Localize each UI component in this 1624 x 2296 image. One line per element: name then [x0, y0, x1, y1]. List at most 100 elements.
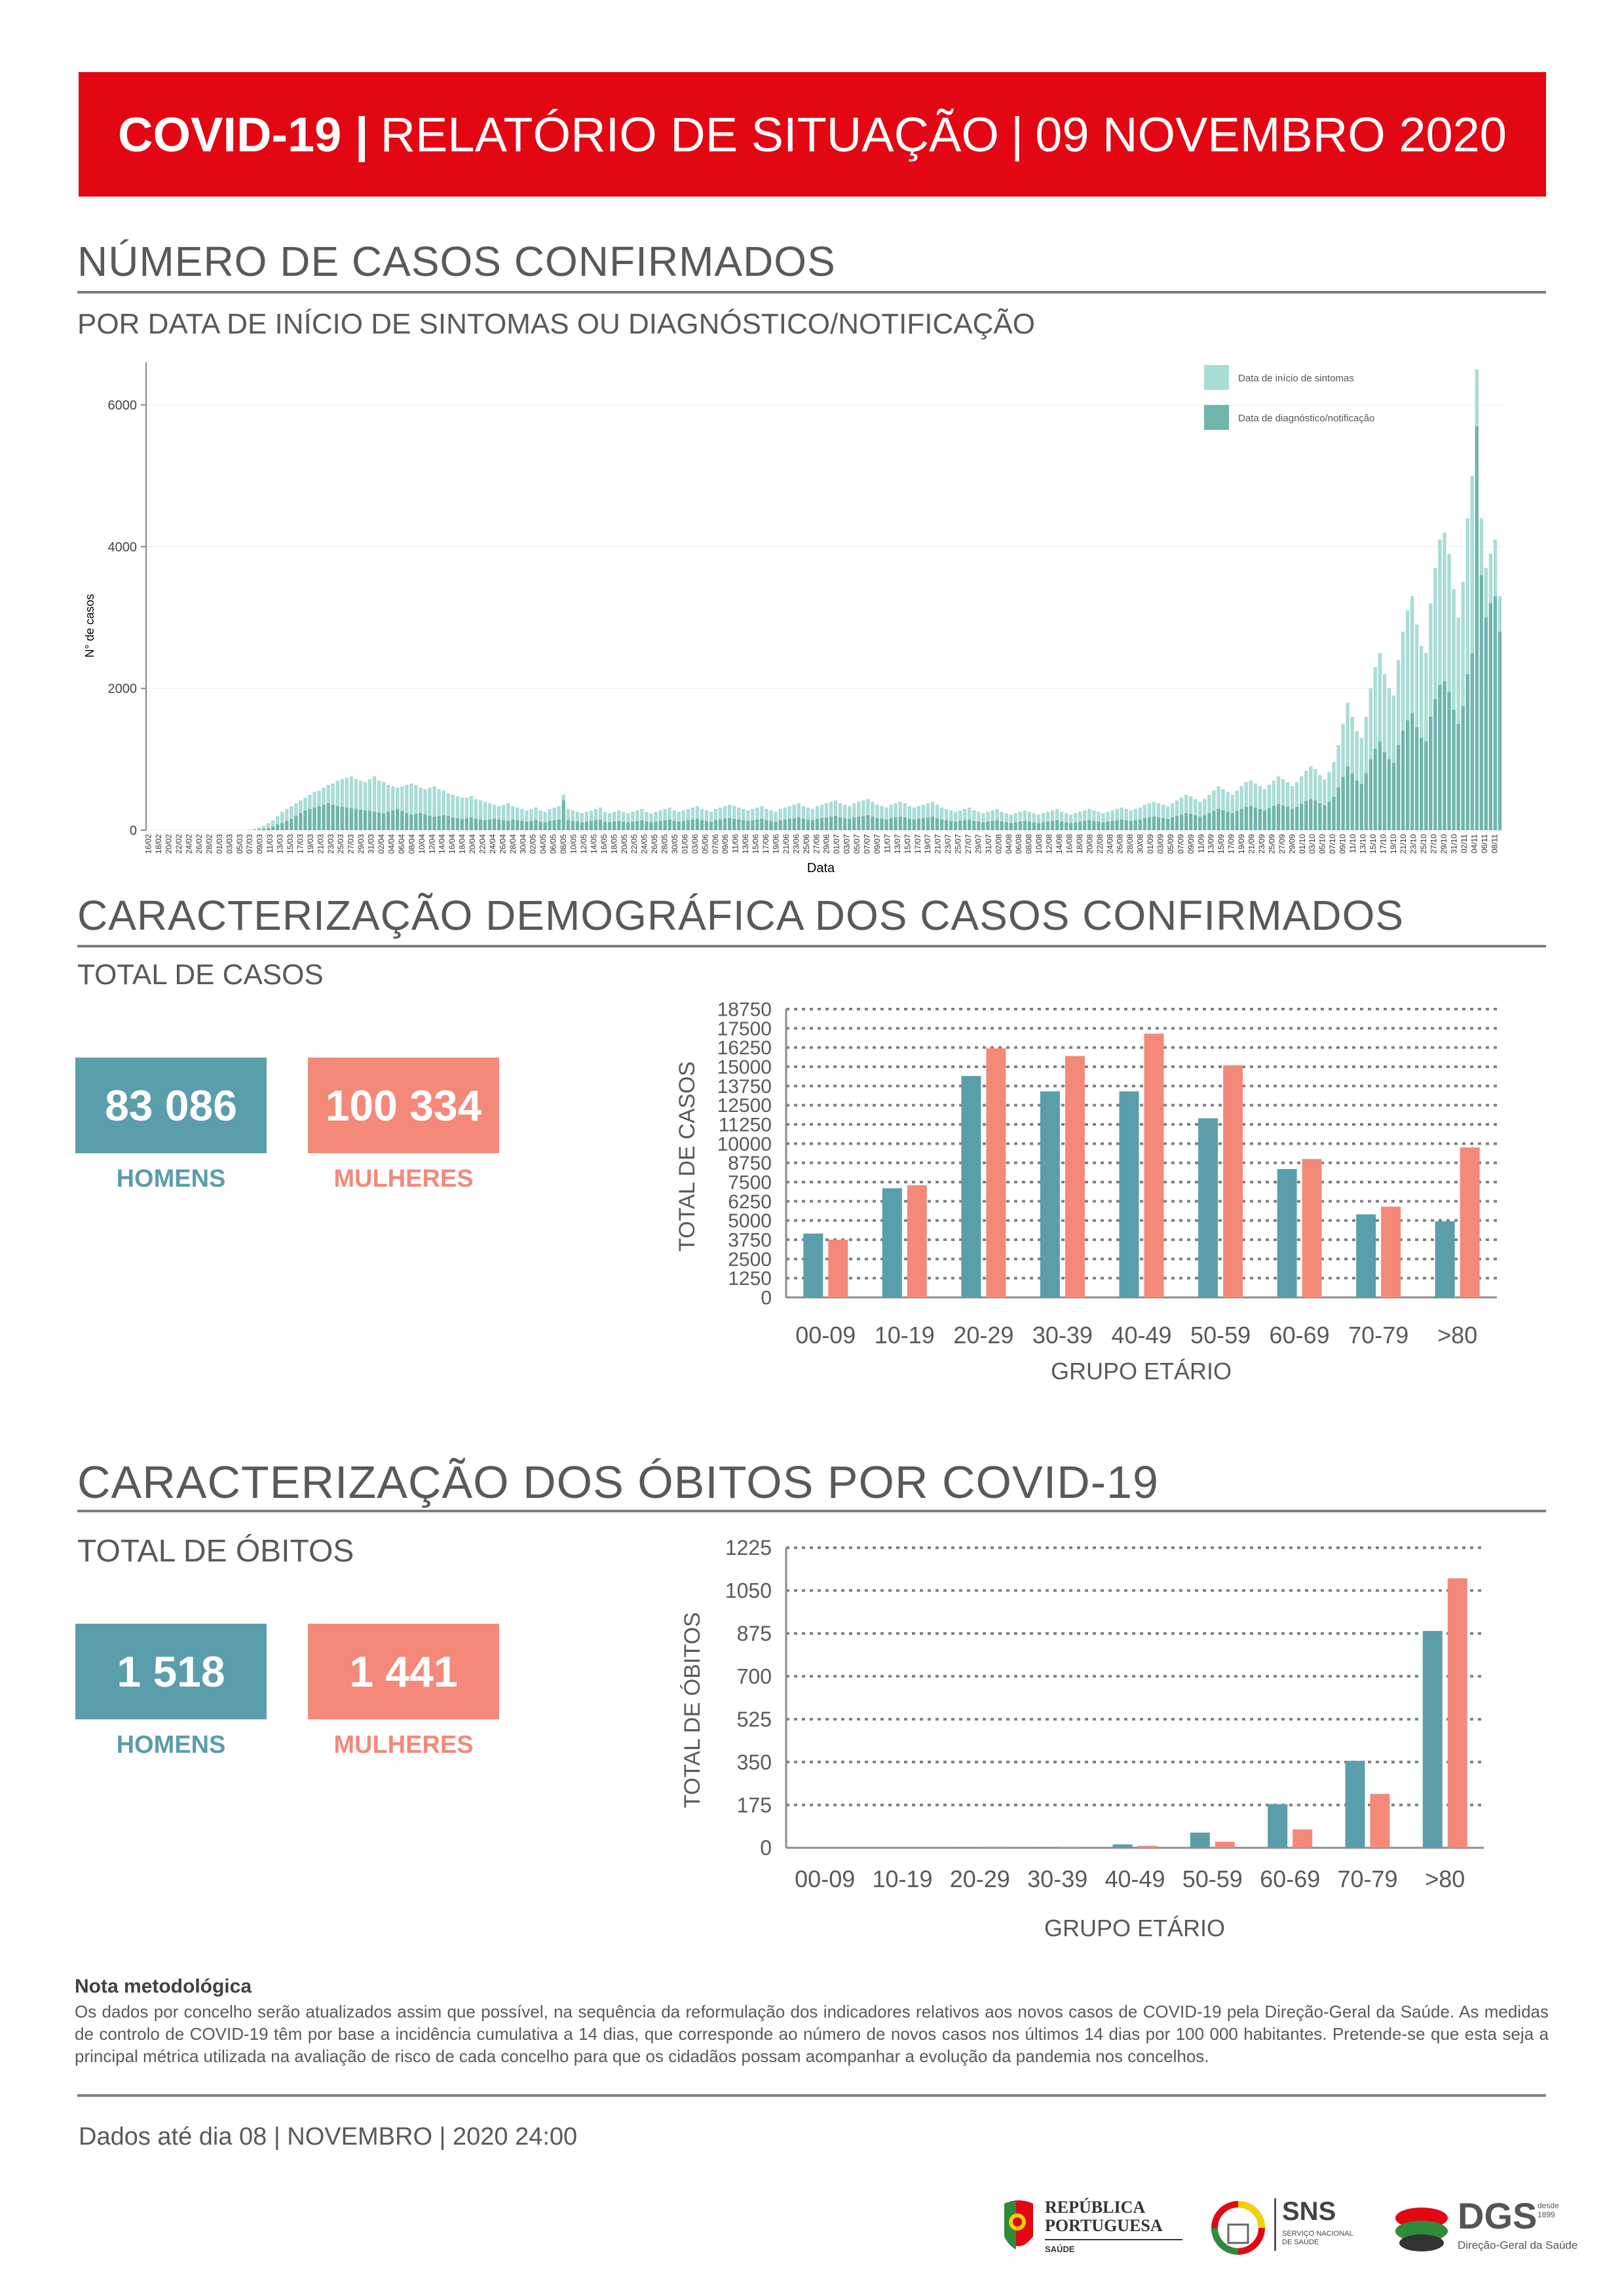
symptoms-bar [1217, 786, 1220, 830]
x-tick-label: 09/06 [721, 834, 730, 854]
notification-bar [478, 819, 483, 830]
notification-bar [963, 820, 967, 830]
notification-bar [968, 819, 972, 830]
symptoms-bar [921, 805, 926, 830]
x-tick-label: 26/02 [195, 834, 204, 854]
symptoms-bar [252, 828, 257, 830]
notification-bar [1226, 811, 1230, 830]
notification-bar [1488, 603, 1493, 830]
notification-bar [405, 813, 409, 830]
symptoms-bar [506, 803, 510, 830]
notification-bar [718, 819, 723, 830]
notification-bar [1097, 822, 1101, 830]
notification-bar [1382, 752, 1387, 830]
symptoms-bar [580, 813, 584, 830]
notification-bar [377, 812, 381, 830]
notification-bar [742, 820, 746, 830]
notification-bar [557, 819, 561, 830]
symptoms-bar [1309, 766, 1313, 830]
notification-bar [261, 828, 266, 830]
symptoms-bar [1327, 772, 1331, 830]
notification-bar [921, 818, 926, 830]
deaths-age-x-axis: 00-09 10-19 20-29 30-39 40-49 50-59 60-69 70-79… [795, 1866, 1465, 1892]
notification-bar [1452, 710, 1456, 830]
dgs-emblem-icon [1395, 2208, 1448, 2251]
symptoms-bar [1110, 810, 1114, 830]
x-tick-label: 28/05 [660, 834, 670, 854]
symptoms-bar [1244, 782, 1248, 830]
deaths-age-bars [957, 1578, 1467, 1848]
symptoms-bar [718, 807, 723, 830]
symptoms-bar [340, 779, 344, 830]
x-tick-label: 17/10 [1378, 834, 1388, 854]
symptoms-bar [1055, 809, 1059, 830]
x-tick-label: 11/10 [1348, 834, 1357, 853]
x-tick-label: 20-29 [953, 1322, 1013, 1349]
women-bar [1137, 1846, 1158, 1848]
x-tick-label: 50-59 [1182, 1866, 1243, 1892]
notification-bar [1142, 818, 1147, 830]
symptoms-bar [455, 796, 459, 830]
notification-bar [280, 823, 284, 830]
symptoms-bar [681, 810, 685, 830]
x-tick-label: 08/08 [1025, 834, 1034, 854]
sns-circle-icon [1211, 2201, 1265, 2255]
notification-bar [654, 822, 658, 830]
section-divider [77, 291, 1546, 294]
notification-bar [801, 818, 805, 830]
symptoms-bar [1258, 786, 1262, 830]
notification-bar [848, 818, 852, 830]
x-tick-label: 12/05 [579, 834, 588, 854]
symptoms-bar [1207, 794, 1211, 830]
symptoms-bar [386, 784, 390, 830]
deaths-women-label: MULHERES [333, 1731, 474, 1759]
symptoms-bar [787, 806, 791, 830]
notification-bar [843, 818, 847, 830]
symptoms-bar [1138, 807, 1142, 830]
symptoms-bar [1041, 813, 1046, 830]
x-tick-label: 07/10 [1328, 834, 1337, 854]
daily-cases-legend: Data de início de sintomas Data de diagn… [1204, 365, 1374, 430]
notification-bar [658, 820, 662, 830]
x-tick-label: 23/09 [1257, 834, 1266, 854]
symptoms-bar [363, 782, 368, 830]
symptoms-bar [1189, 796, 1193, 830]
cases-age-xlabel: GRUPO ETÁRIO [1051, 1358, 1232, 1385]
notification-bar [695, 818, 700, 830]
x-tick-label: 04/08 [1004, 834, 1013, 854]
symptoms-bar [529, 809, 533, 830]
x-tick-label: 29/03 [356, 834, 366, 854]
notification-bar [266, 828, 271, 830]
men-bar [1198, 1118, 1218, 1297]
notification-bar [1253, 807, 1257, 830]
notification-bar [1484, 617, 1488, 830]
logo-republica-line2: PORTUGUESA [1045, 2216, 1163, 2235]
notification-bar [751, 820, 755, 830]
symptoms-bar [557, 806, 561, 830]
x-tick-label: 27/09 [1277, 834, 1287, 854]
symptoms-bar [469, 796, 474, 830]
notification-bar [1410, 713, 1414, 830]
symptoms-bar [1087, 809, 1091, 830]
cases-age-bars [803, 1033, 1480, 1297]
symptoms-bar [765, 809, 768, 830]
deaths-age-grid [786, 1546, 1484, 1807]
symptoms-bar [824, 803, 829, 830]
symptoms-bar [1175, 800, 1179, 830]
symptoms-bar [396, 788, 400, 830]
cases-men-label: HOMENS [116, 1165, 226, 1193]
x-tick-label: 03/07 [842, 834, 852, 854]
notification-bar [1272, 806, 1276, 830]
notification-bar [1359, 784, 1363, 830]
symptoms-bar [1106, 811, 1110, 830]
notification-bar [1479, 575, 1483, 830]
legend-label-symptoms: Data de início de sintomas [1238, 373, 1354, 384]
daily-cases-ylabel: N° de casos [83, 594, 96, 657]
notification-bar [1323, 805, 1327, 830]
notification-bar [806, 819, 810, 830]
symptoms-bar [898, 801, 902, 830]
symptoms-bar [810, 809, 815, 830]
notification-bar [760, 818, 764, 830]
notification-bar [322, 805, 326, 830]
x-tick-label: 19/09 [1237, 834, 1246, 854]
